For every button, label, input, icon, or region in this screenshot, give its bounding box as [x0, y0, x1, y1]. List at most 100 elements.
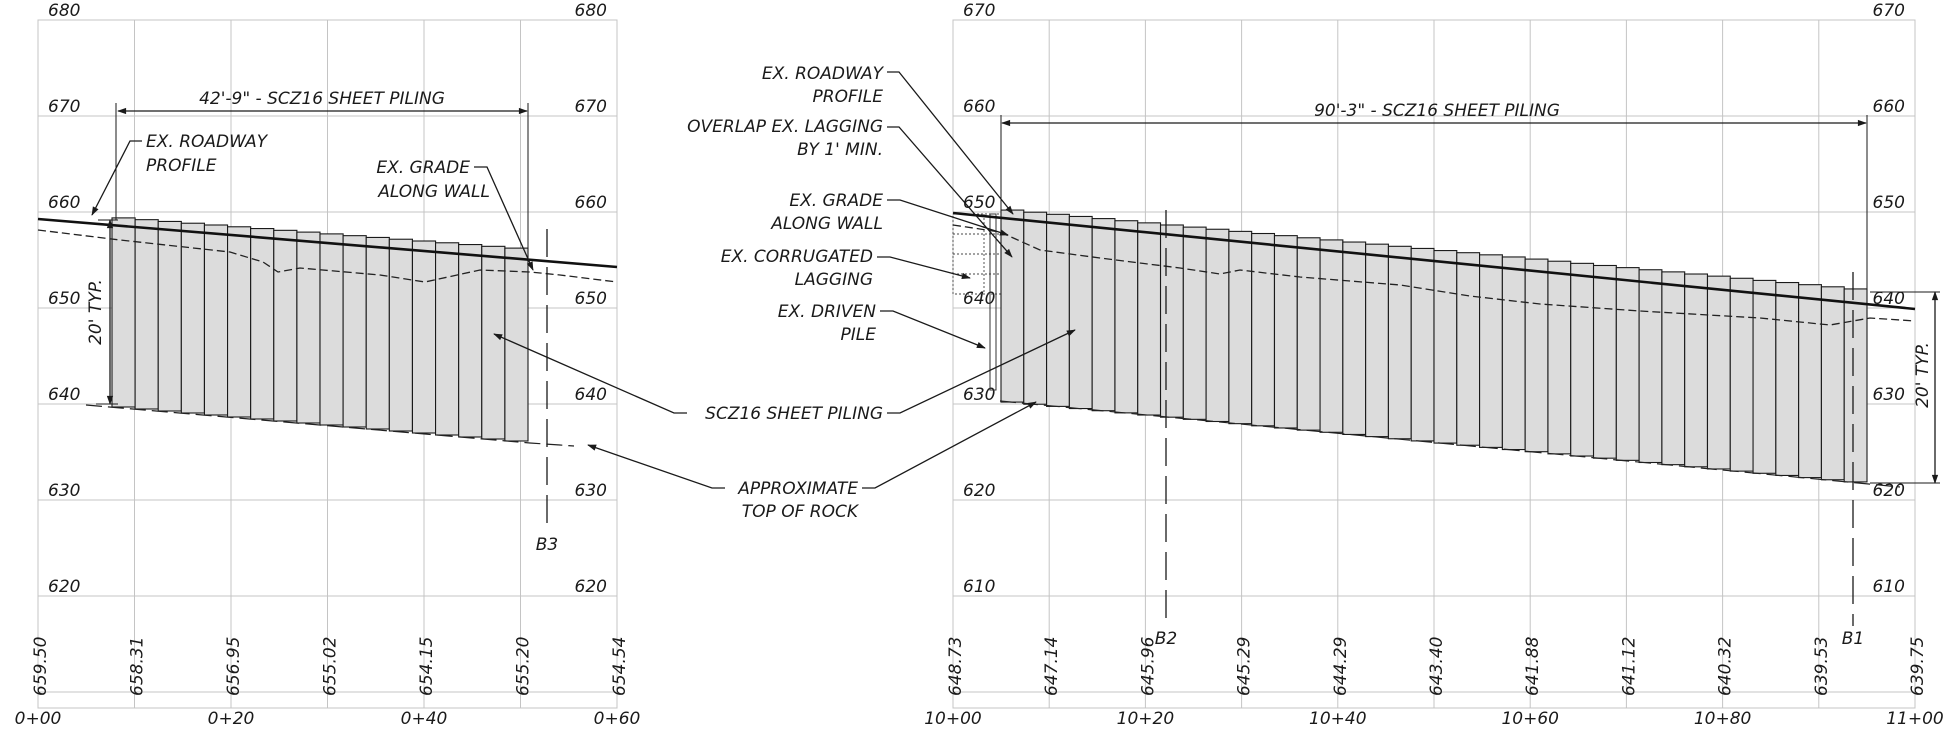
ground-elevation-value: 640.32: [1716, 637, 1736, 696]
sheet-piling-callout: SCZ16 SHEET PILING: [705, 404, 883, 424]
rock-callout-line1: APPROXIMATE: [737, 479, 858, 499]
left-roadway-callout-line2: PROFILE: [146, 156, 217, 176]
pile-callout-line2: PILE: [841, 325, 877, 345]
rock-leader-left: [587, 444, 725, 489]
rock-leader-right: [862, 401, 1037, 489]
sheet-pile-panel: [1251, 232, 1276, 427]
sheet-pile-panel: [1000, 209, 1025, 403]
elevation-label-left: 660: [963, 97, 995, 117]
ground-elevation-value: 645.29: [1235, 637, 1255, 696]
sheet-pile-panel: [1114, 220, 1139, 414]
elevation-label-left: 620: [48, 577, 80, 597]
elevation-label-left: 670: [48, 97, 80, 117]
grade-leader: [887, 199, 1009, 236]
overlap-callout-line2: BY 1' MIN.: [797, 140, 883, 160]
elevation-label-left: 670: [963, 1, 995, 21]
right-roadway-profile-line: [952, 211, 1916, 311]
elevation-label-right: 620: [1873, 481, 1905, 501]
elevation-label-left: 640: [48, 385, 80, 405]
ground-elevation-value: 641.12: [1619, 637, 1639, 696]
sheet-pile-panel: [1410, 247, 1435, 442]
left-top-of-rock-line: [85, 404, 575, 447]
elevation-label-left: 650: [963, 193, 995, 213]
station-label: 10+20: [1117, 709, 1175, 729]
sheet-pile-panel: [1228, 230, 1253, 425]
ground-elevation-value: 659.50: [31, 637, 51, 696]
sheet-pile-panel: [227, 226, 252, 418]
overlap-leader: [887, 126, 1013, 258]
station-label: 10+80: [1694, 709, 1752, 729]
left-sheet-piling: [111, 217, 529, 442]
sheet-pile-panel: [435, 242, 460, 436]
sheet-pile-panel: [1798, 284, 1822, 479]
elevation-label-left: 680: [48, 1, 80, 21]
ground-elevation-value: 655.02: [321, 637, 341, 696]
elevation-label-right: 640: [575, 385, 607, 405]
sheet-pile-panel: [1684, 273, 1709, 468]
elevation-label-left: 650: [48, 289, 80, 309]
sheet-pile-panel: [1729, 277, 1754, 472]
boring-b1-label: B1: [1842, 629, 1864, 649]
elevation-label-right: 680: [575, 1, 607, 21]
right-sheet-piling: [1000, 209, 1868, 483]
sheet-pile-panel: [1820, 286, 1845, 481]
right-typ-label: 20' TYP.: [1913, 342, 1933, 408]
sheet-pile-panel: [411, 240, 437, 434]
sheet-pile-panel: [250, 228, 275, 420]
ground-elevation-value: 639.53: [1812, 637, 1832, 696]
sheet-pile-panel: [365, 236, 390, 430]
left-profile-grid: 680 680 670 670 660 660 650 650 640 640 630 630 620 6…: [15, 1, 641, 729]
sheet-pile-panel: [1547, 260, 1572, 455]
rock-callout-line2: TOP OF ROCK: [742, 502, 860, 522]
elevation-label-right: 670: [575, 97, 607, 117]
sheet-pile-panel: [1592, 264, 1617, 459]
grade-callout-line2: ALONG WALL: [770, 214, 883, 234]
sheet-pile-panel: [1615, 267, 1640, 461]
sheet-pile-panel: [1638, 269, 1663, 464]
sheet-pile-panel: [203, 224, 229, 416]
elevation-label-left: 610: [963, 577, 995, 597]
elevation-label-right: 610: [1873, 577, 1905, 597]
sheet-pile-panel: [1775, 281, 1800, 476]
sheet-pile-panel: [1456, 252, 1481, 446]
sheet-pile-panel: [1023, 211, 1048, 405]
sheet-pile-panel: [273, 229, 298, 422]
left-roadway-profile-line: [37, 217, 618, 269]
left-grade-leader: [474, 166, 534, 271]
elevation-label-left: 630: [963, 385, 995, 405]
sheet-pile-panel: [388, 238, 413, 432]
roadway-callout-line1: EX. ROADWAY: [762, 64, 885, 84]
roadway-leader: [887, 71, 1014, 215]
overlap-callout-line1: OVERLAP EX. LAGGING: [687, 117, 883, 137]
elevation-label-right: 650: [575, 289, 607, 309]
sheet-pile-panel: [1843, 288, 1868, 483]
pile-callout-line1: EX. DRIVEN: [778, 302, 876, 322]
elevation-label-right: 650: [1873, 193, 1905, 213]
sheet-pile-panel: [1706, 275, 1731, 470]
right-top-of-rock-line: [999, 400, 1901, 488]
left-grade-callout-line1: EX. GRADE: [376, 158, 470, 178]
sheet-pile-panel: [1342, 241, 1367, 435]
sheet-pile-panel: [342, 235, 367, 428]
station-label: 0+00: [15, 709, 62, 729]
sheet-pile-panel: [134, 219, 159, 410]
left-typ-label: 20' TYP.: [86, 279, 106, 345]
elevation-label-right: 630: [1873, 385, 1905, 405]
sheet-pile-panel: [1319, 239, 1344, 433]
sheet-pile-panel: [1387, 245, 1412, 440]
sheet-pile-panel: [1661, 271, 1686, 466]
elevation-label-left: 660: [48, 193, 80, 213]
sheet-pile-panel: [481, 245, 506, 440]
elevation-label-left: 630: [48, 481, 80, 501]
sheet-pile-panel: [111, 217, 136, 408]
left-grade-callout-line2: ALONG WALL: [377, 182, 490, 202]
ground-elevation-value: 654.54: [610, 637, 630, 696]
sheet-pile-panel: [1752, 279, 1777, 474]
right-profile-panel: 670 670 660 660 650 650 640 640 630 630 620 620 610 6…: [924, 1, 1943, 729]
pile-leader: [880, 310, 986, 349]
existing-driven-pile: [989, 213, 997, 391]
elevation-label-right: 670: [1873, 1, 1905, 21]
ground-elevation-value: 641.88: [1523, 636, 1543, 696]
elevation-label-left: 640: [963, 289, 995, 309]
elevation-label-right: 630: [575, 481, 607, 501]
